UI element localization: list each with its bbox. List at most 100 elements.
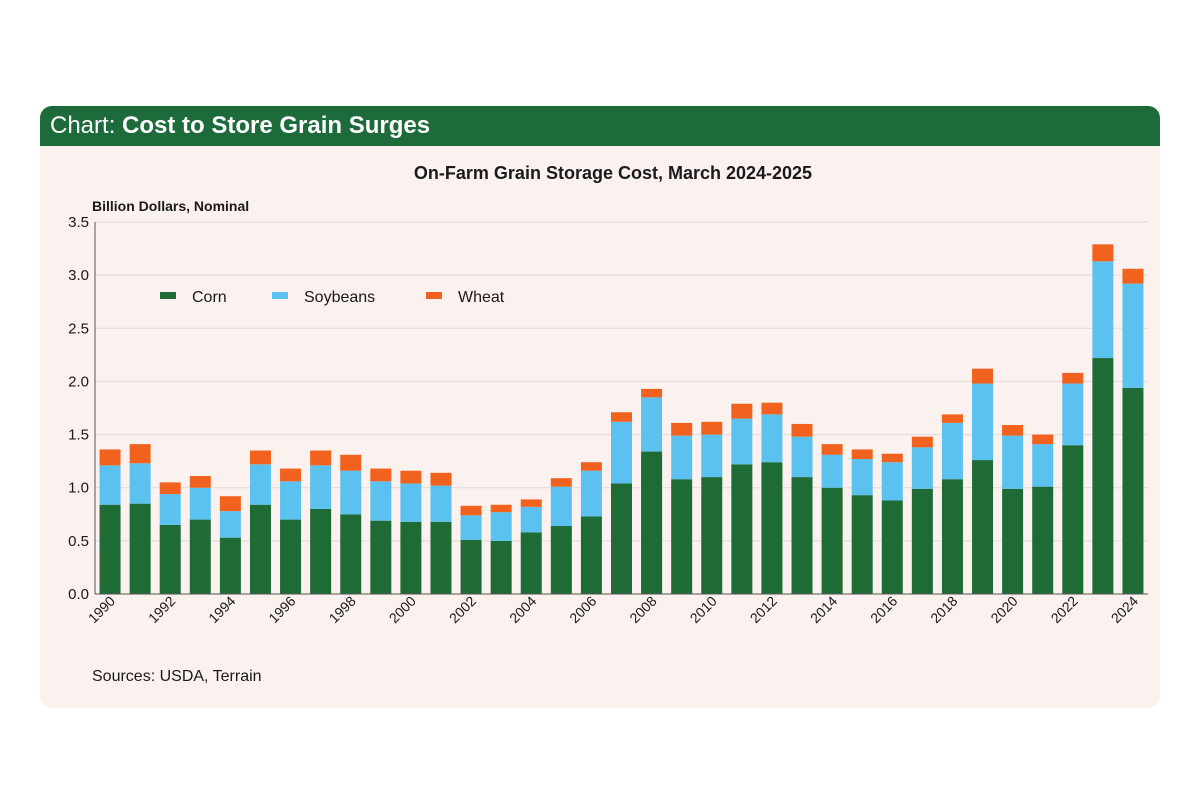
sources-note: Sources: USDA, Terrain: [92, 668, 262, 685]
x-tick-label: 2004: [506, 593, 539, 626]
x-axis-ticks: 1990 1992 1994 1996 1998 2000 2002 2004 2006 2008…: [85, 593, 1141, 626]
bar-wheat-2009: [671, 422, 693, 436]
y-tick-label: 2.0: [68, 373, 89, 390]
bar-soybeans-2015: [851, 459, 873, 496]
bar-wheat-1998: [340, 454, 362, 471]
bar-wheat-2004: [520, 499, 542, 507]
bar-wheat-2006: [580, 462, 602, 471]
bar-soybeans-1990: [99, 465, 121, 505]
bar-wheat-1996: [280, 468, 302, 482]
bar-corn-2006: [580, 516, 602, 594]
bar-wheat-1991: [129, 444, 151, 464]
bar-corn-2003: [490, 540, 512, 594]
bar-soybeans-2019: [972, 383, 994, 461]
bar-wheat-2013: [791, 423, 813, 437]
bar-wheat-2020: [1002, 425, 1024, 436]
x-tick-label: 1992: [145, 593, 178, 626]
bar-soybeans-2008: [641, 397, 663, 452]
x-tick-label: 2002: [446, 593, 479, 626]
bar-wheat-1994: [219, 496, 241, 512]
legend-label-corn: Corn: [192, 289, 227, 306]
legend-swatch-wheat: [426, 292, 442, 299]
bar-corn-1992: [159, 524, 181, 594]
bar-wheat-2008: [641, 388, 663, 398]
bar-wheat-2015: [851, 449, 873, 460]
bar-wheat-1990: [99, 449, 121, 466]
bar-wheat-2019: [972, 368, 994, 384]
heading-title: Cost to Store Grain Surges: [122, 112, 431, 139]
bar-corn-2009: [671, 479, 693, 594]
bar-soybeans-2001: [430, 485, 452, 522]
bar-corn-2014: [821, 487, 843, 594]
bar-wheat-2012: [761, 402, 783, 415]
x-tick-label: 2014: [807, 593, 840, 626]
bar-soybeans-2003: [490, 512, 512, 541]
bar-corn-2017: [911, 488, 933, 594]
bar-soybeans-2018: [941, 422, 963, 480]
bar-soybeans-2014: [821, 454, 843, 488]
y-tick-label: 1.0: [68, 480, 89, 497]
bar-corn-2020: [1002, 488, 1024, 594]
bar-wheat-2023: [1092, 244, 1114, 262]
bar-soybeans-2022: [1062, 383, 1084, 446]
x-tick-label: 1994: [205, 593, 238, 626]
bar-soybeans-2009: [671, 435, 693, 480]
bar-corn-2018: [941, 479, 963, 594]
bar-soybeans-2006: [580, 470, 602, 517]
bar-corn-2004: [520, 532, 542, 594]
bar-corn-1998: [340, 514, 362, 594]
bar-soybeans-2023: [1092, 261, 1114, 359]
x-tick-label: 2020: [987, 593, 1020, 626]
bar-soybeans-2012: [761, 414, 783, 463]
x-tick-label: 2016: [867, 593, 900, 626]
x-tick-label: 2022: [1048, 593, 1081, 626]
bar-corn-2010: [701, 477, 723, 594]
bar-soybeans-2020: [1002, 435, 1024, 489]
y-axis-label: Billion Dollars, Nominal: [92, 198, 249, 214]
bars: [99, 244, 1144, 594]
bar-wheat-2024: [1122, 268, 1144, 284]
bar-soybeans-1993: [189, 487, 211, 520]
y-tick-label: 0.5: [68, 533, 89, 550]
bar-soybeans-2004: [520, 506, 542, 533]
bar-wheat-2017: [911, 436, 933, 448]
bar-soybeans-1997: [310, 465, 332, 509]
bar-corn-1991: [129, 503, 151, 594]
y-tick-label: 3.5: [68, 214, 89, 231]
bar-soybeans-1995: [249, 464, 271, 505]
bar-wheat-2018: [941, 414, 963, 423]
bar-corn-2022: [1062, 445, 1084, 594]
bar-corn-2005: [550, 525, 572, 594]
bar-wheat-2005: [550, 478, 572, 487]
bar-wheat-2022: [1062, 372, 1084, 384]
bar-wheat-2014: [821, 444, 843, 455]
bar-corn-2001: [430, 521, 452, 594]
bar-soybeans-1999: [370, 481, 392, 521]
bar-wheat-2007: [611, 412, 632, 422]
y-tick-label: 3.0: [68, 267, 89, 284]
bar-wheat-2021: [1032, 434, 1054, 445]
bar-wheat-2001: [430, 472, 452, 486]
y-axis-ticks: 0.0 0.5 1.0 1.5 2.0 2.5 3.0 3.5: [68, 214, 89, 603]
x-tick-label: 1990: [85, 593, 118, 626]
bar-soybeans-1991: [129, 463, 151, 504]
bar-soybeans-1998: [340, 470, 362, 515]
bar-corn-2000: [400, 521, 422, 594]
legend-swatch-soybeans: [272, 292, 288, 299]
x-tick-label: 2018: [927, 593, 960, 626]
stacked-bar-chart: On-Farm Grain Storage Cost, March 2024-2…: [68, 163, 1148, 626]
bar-wheat-1993: [189, 476, 211, 488]
bar-wheat-2010: [701, 421, 723, 435]
bar-corn-2002: [460, 539, 482, 594]
bar-soybeans-1994: [219, 511, 241, 538]
x-tick-label: 2008: [626, 593, 659, 626]
axes: [94, 222, 1148, 595]
bar-wheat-1995: [249, 450, 271, 465]
bar-corn-2007: [611, 483, 632, 594]
bar-soybeans-2000: [400, 483, 422, 522]
x-tick-label: 2012: [747, 593, 780, 626]
legend-label-wheat: Wheat: [458, 289, 505, 306]
bar-corn-1997: [310, 508, 332, 594]
bar-corn-2011: [731, 464, 753, 594]
bar-wheat-2003: [490, 504, 512, 513]
